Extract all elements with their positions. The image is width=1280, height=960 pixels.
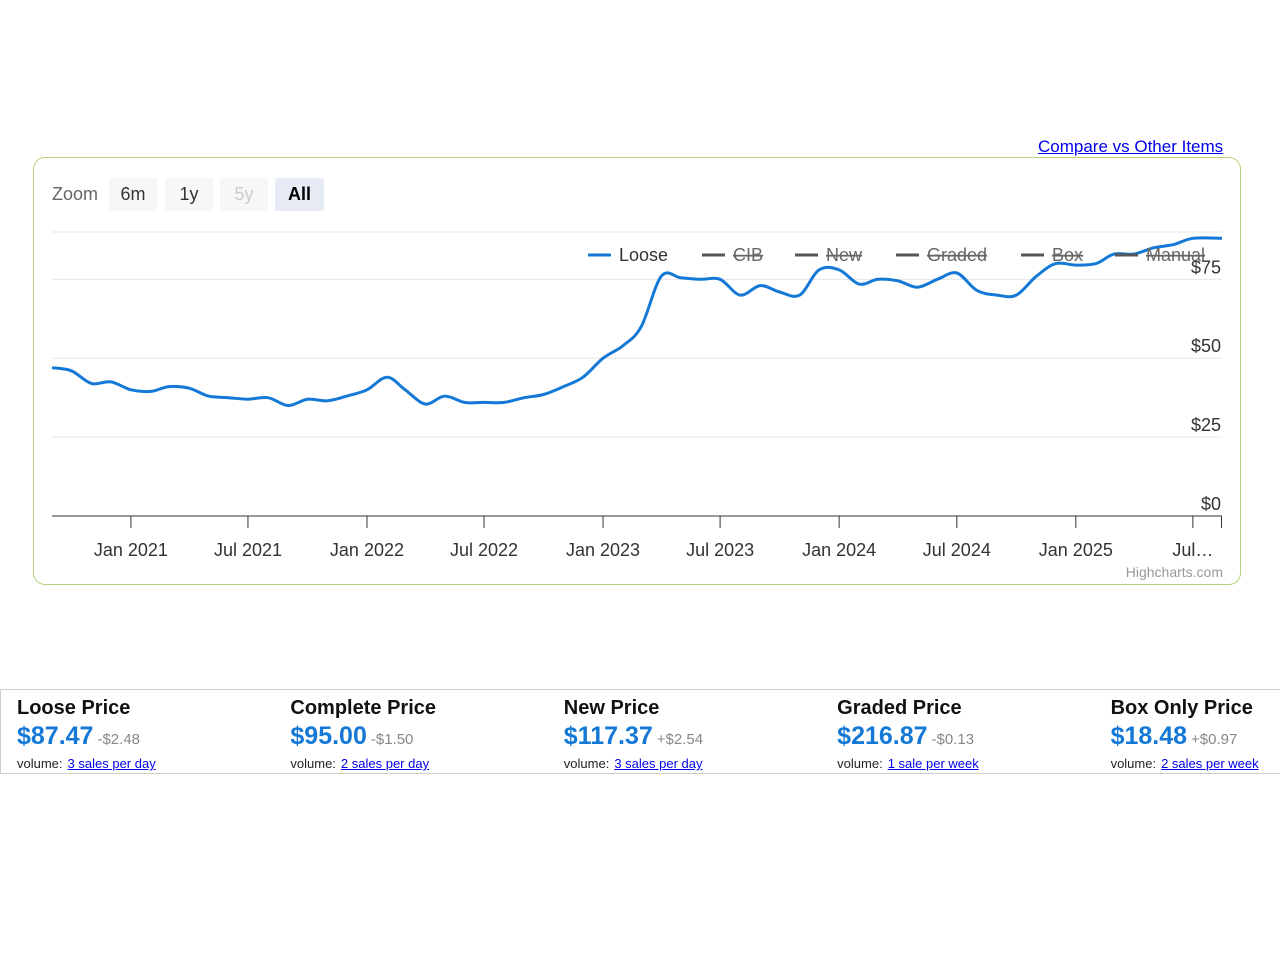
price-chart: Zoom 6m 1y 5y All Jan 2021 Jul 2021 Jan 20… [33,157,1241,585]
stat-price: $18.48 [1110,722,1188,750]
x-tick-label: Jul… [1172,540,1213,560]
x-tick-label: Jan 2024 [802,540,876,560]
legend-item-box[interactable]: Box [1021,245,1083,265]
x-axis: Jan 2021 Jul 2021 Jan 2022 Jul 2022 Jan 2023… [52,515,1222,560]
legend-item-new[interactable]: New [795,245,863,265]
legend-item-manual[interactable]: Manual [1115,245,1205,265]
stat-complete: Complete Price $95.00 -$1.50 volume: 2 sal… [274,690,547,773]
stat-change: -$0.13 [931,731,975,748]
legend: Loose CIB New Graded Box Manual [588,245,1205,265]
y-tick-label: $50 [1191,336,1221,356]
zoom-6m-button[interactable]: 6m [109,178,157,211]
x-tick-label: Jan 2025 [1039,540,1113,560]
y-tick-label: $75 [1191,257,1221,277]
stat-title: Complete Price [290,697,436,719]
stat-title: Loose Price [17,697,131,719]
stat-graded: Graded Price $216.87 -$0.13 volume: 1 sale… [821,690,1094,773]
stat-title: Box Only Price [1110,697,1253,719]
zoom-label: Zoom [52,184,99,204]
x-tick-label: Jul 2021 [214,540,282,560]
grid-lines [52,231,1222,438]
volume-label: volume: [290,756,336,771]
stat-change: +$2.54 [656,731,704,748]
zoom-5y-button: 5y [220,178,268,211]
volume-link[interactable]: 2 sales per week [1161,756,1259,771]
stat-price: $95.00 [290,722,367,750]
y-tick-label: $0 [1201,494,1221,514]
volume-label: volume: [563,756,610,771]
stat-title: New Price [563,697,660,719]
y-tick-label: $25 [1191,415,1221,435]
volume-label: volume: [1110,756,1157,771]
stat-price: $117.37 [563,722,653,750]
series-line-loose[interactable] [52,236,1222,408]
legend-item-loose[interactable]: Loose [588,245,668,265]
x-tick-label: Jul 2024 [923,540,991,560]
volume-link[interactable]: 1 sale per week [887,756,979,771]
x-tick-label: Jul 2023 [686,540,754,560]
stat-price: $87.47 [17,722,94,750]
stat-title: Graded Price [837,697,962,719]
legend-label: CIB [733,245,763,265]
x-tick-label: Jul 2022 [450,540,518,560]
series-layer [52,236,1222,408]
price-summary: Loose Price $87.47 -$2.48 volume: 3 sales … [0,689,1280,774]
stat-loose: Loose Price $87.47 -$2.48 volume: 3 sales … [1,690,274,773]
stat-change: -$1.50 [370,731,414,748]
compare-link[interactable]: Compare vs Other Items [1038,137,1224,156]
zoom-1y-button[interactable]: 1y [165,178,213,211]
volume-link[interactable]: 3 sales per day [614,756,703,771]
volume-label: volume: [837,756,883,771]
volume-label: volume: [17,756,63,771]
legend-label: Box [1052,245,1083,265]
legend-item-cib[interactable]: CIB [702,245,763,265]
volume-link[interactable]: 2 sales per day [340,756,430,771]
legend-item-graded[interactable]: Graded [896,245,987,265]
stat-change: -$2.48 [97,731,141,748]
stat-box-only: Box Only Price $18.48 +$0.97 volume: 2 sal… [1095,690,1280,773]
stat-new: New Price $117.37 +$2.54 volume: 3 sales p… [548,690,821,773]
highcharts-credits[interactable]: Highcharts.com [1125,564,1223,580]
zoom-all-button[interactable]: All [275,178,324,211]
stat-price: $216.87 [837,722,928,750]
chart-plot: Jan 2021 Jul 2021 Jan 2022 Jul 2022 Jan 2023… [52,231,1222,560]
legend-label: New [826,245,863,265]
stat-change: +$0.97 [1191,731,1238,748]
legend-label: Loose [619,245,668,265]
legend-label: Manual [1146,245,1205,265]
x-tick-label: Jan 2021 [94,540,168,560]
volume-link[interactable]: 3 sales per day [67,756,156,771]
y-axis-labels: $0 $25 $50 $75 [1191,257,1221,514]
x-tick-label: Jan 2023 [566,540,640,560]
legend-label: Graded [927,245,987,265]
x-tick-label: Jan 2022 [330,540,404,560]
